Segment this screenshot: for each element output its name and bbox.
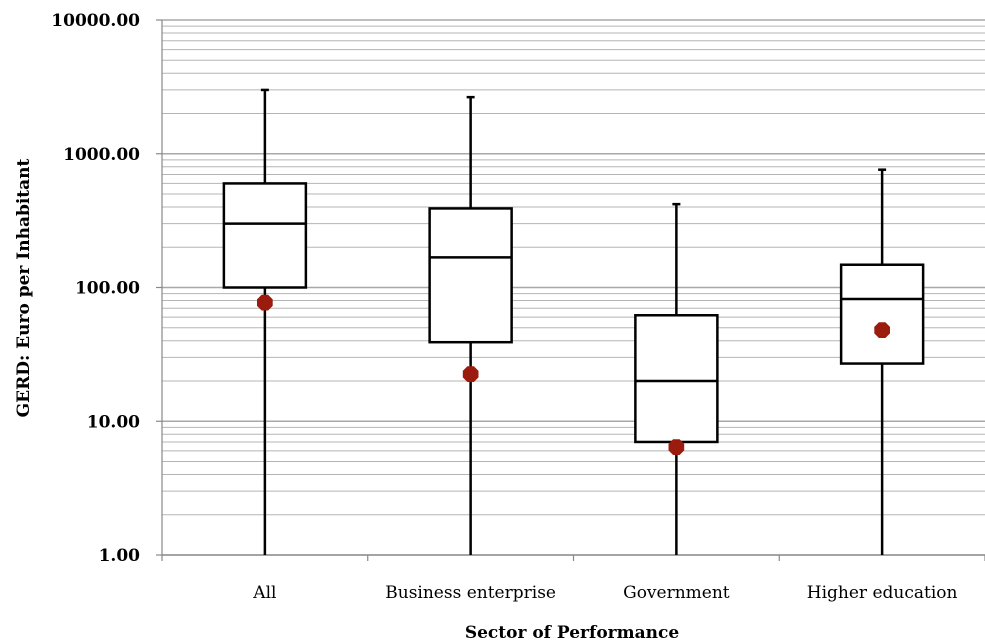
box-rect bbox=[428, 207, 513, 344]
y-axis-title: GERD: Euro per Inhabitant bbox=[14, 158, 34, 417]
x-category-label: Higher education bbox=[807, 583, 958, 603]
x-category-label: All bbox=[252, 583, 276, 603]
y-tick-labels: 1.00 10.00 100.00 1000.00 10000.00 bbox=[51, 11, 140, 566]
y-tick-label: 1.00 bbox=[99, 546, 141, 566]
y-tick-label: 10000.00 bbox=[51, 11, 140, 31]
box-rect bbox=[222, 182, 308, 289]
x-category-label: Business enterprise bbox=[385, 583, 556, 603]
y-tick-label: 100.00 bbox=[75, 279, 140, 299]
x-category-label: Government bbox=[623, 583, 730, 603]
mean-marker bbox=[257, 294, 273, 311]
y-tick-label: 1000.00 bbox=[63, 145, 140, 165]
mean-marker bbox=[462, 366, 479, 382]
box-2 bbox=[428, 95, 513, 555]
axes bbox=[156, 19, 985, 561]
box-rect bbox=[839, 263, 925, 365]
box-1 bbox=[222, 88, 308, 555]
y-tick-label: 10.00 bbox=[87, 412, 140, 432]
x-axis-title: Sector of Performance bbox=[465, 623, 680, 643]
mean-marker bbox=[874, 322, 890, 338]
x-category-labels: All Business enterprise Government Higher e… bbox=[252, 583, 957, 603]
boxes bbox=[222, 88, 925, 555]
box-4 bbox=[839, 168, 925, 555]
mean-marker bbox=[668, 439, 685, 455]
box-3 bbox=[634, 202, 719, 555]
box-rect bbox=[634, 314, 719, 444]
